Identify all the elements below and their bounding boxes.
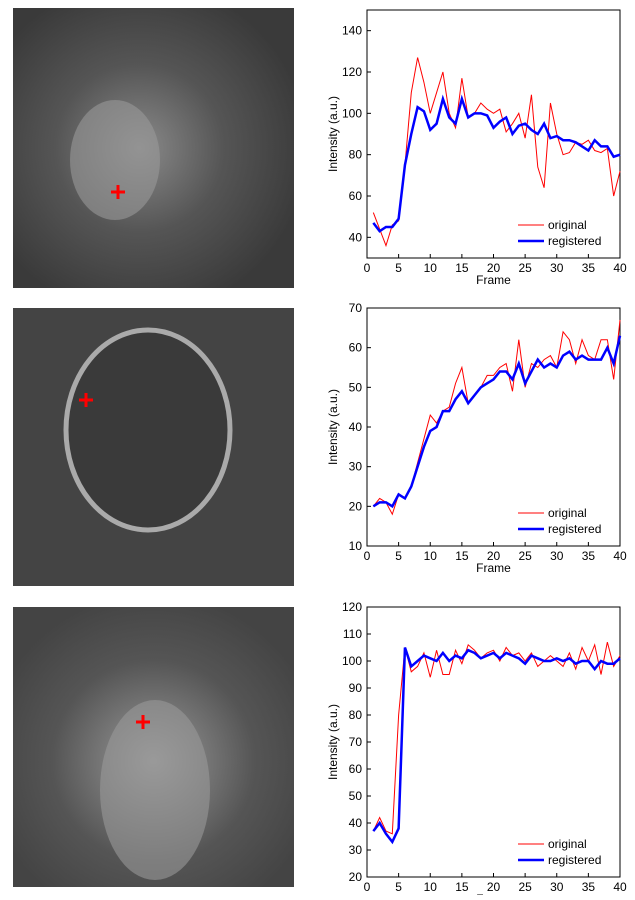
x-tick-label: 5 xyxy=(395,261,402,275)
x-tick-label: 10 xyxy=(424,261,438,275)
series-line xyxy=(372,335,622,509)
x-tick-label: 40 xyxy=(613,880,627,894)
x-tick-label: 0 xyxy=(364,880,371,894)
y-tick-label: 60 xyxy=(349,341,363,355)
y-tick-label: 40 xyxy=(349,230,363,244)
y-tick-label: 120 xyxy=(342,600,362,614)
image-feature xyxy=(70,100,160,220)
y-axis-label: Intensity (a.u.) xyxy=(326,389,340,465)
y-tick-label: 40 xyxy=(349,816,363,830)
x-tick-label: 0 xyxy=(364,261,371,275)
x-tick-label: 40 xyxy=(613,549,627,563)
legend-label: original xyxy=(548,506,587,520)
x-tick-label: 40 xyxy=(613,261,627,275)
series-line xyxy=(372,647,621,845)
y-tick-label: 110 xyxy=(343,627,362,641)
x-tick-label: 5 xyxy=(395,880,402,894)
y-tick-label: 30 xyxy=(349,843,363,857)
x-tick-label: 5 xyxy=(395,549,402,563)
y-tick-label: 50 xyxy=(349,380,363,394)
x-tick-label: 10 xyxy=(424,549,438,563)
x-tick-label: 25 xyxy=(518,261,532,275)
y-tick-label: 20 xyxy=(349,870,363,884)
image-feature xyxy=(100,700,210,880)
legend-label: registered xyxy=(548,853,601,867)
legend-label: original xyxy=(548,218,587,232)
y-tick-label: 40 xyxy=(349,420,363,434)
x-axis-label: Frame xyxy=(476,273,511,287)
x-tick-label: 0 xyxy=(364,549,371,563)
y-tick-label: 80 xyxy=(349,708,363,722)
legend-label: registered xyxy=(548,522,601,536)
image-panel xyxy=(13,8,294,288)
y-tick-label: 20 xyxy=(349,499,363,513)
x-axis-label: Frame xyxy=(476,561,511,575)
x-tick-label: 30 xyxy=(550,261,564,275)
x-tick-label: 20 xyxy=(487,261,501,275)
x-tick-label: 35 xyxy=(582,880,596,894)
x-tick-label: 35 xyxy=(582,549,596,563)
plot-frame xyxy=(366,307,621,547)
y-tick-label: 140 xyxy=(342,24,362,38)
y-tick-label: 100 xyxy=(342,106,362,120)
x-tick-label: 25 xyxy=(518,549,532,563)
x-tick-label: 15 xyxy=(455,880,469,894)
y-tick-label: 120 xyxy=(342,65,362,79)
y-tick-label: 70 xyxy=(349,735,363,749)
x-tick-label: 30 xyxy=(550,549,564,563)
image-panel xyxy=(13,607,294,887)
legend-label: original xyxy=(548,837,587,851)
y-tick-label: 30 xyxy=(349,460,363,474)
x-tick-label: 15 xyxy=(455,549,469,563)
y-tick-label: 60 xyxy=(349,189,363,203)
x-tick-label: 25 xyxy=(518,880,532,894)
series-line xyxy=(372,94,621,233)
legend-label: registered xyxy=(548,234,601,248)
y-tick-label: 80 xyxy=(349,148,363,162)
image-feature xyxy=(63,327,233,533)
y-tick-label: 50 xyxy=(349,789,363,803)
y-axis-label: Intensity (a.u.) xyxy=(326,704,340,780)
x-tick-label: 20 xyxy=(487,880,501,894)
y-tick-label: 90 xyxy=(349,681,363,695)
image-panel xyxy=(13,308,294,586)
y-axis-label: Intensity (a.u.) xyxy=(326,96,340,172)
y-tick-label: 60 xyxy=(349,762,363,776)
y-tick-label: 70 xyxy=(349,301,363,315)
x-tick-label: 35 xyxy=(582,261,596,275)
x-tick-label: 30 xyxy=(550,880,564,894)
x-tick-label: 15 xyxy=(455,261,469,275)
x-tick-label: 10 xyxy=(424,880,438,894)
x-tick-label: 20 xyxy=(487,549,501,563)
y-tick-label: 10 xyxy=(349,539,363,553)
y-tick-label: 100 xyxy=(342,654,362,668)
plot-frame xyxy=(366,9,621,259)
